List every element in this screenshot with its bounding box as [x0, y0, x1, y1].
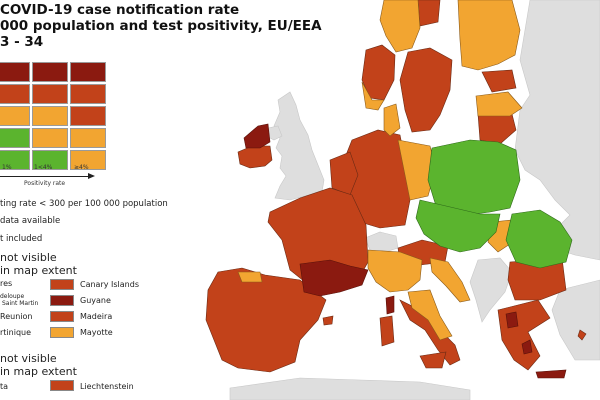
swatch-liechtenstein	[50, 380, 74, 391]
non-eu-land	[229, 0, 600, 400]
section1-heading-line2: in map extent	[0, 264, 77, 277]
legend-cell-r5c2	[32, 150, 68, 170]
region-label-martinique: rtinique	[0, 328, 32, 337]
legend-matrix	[0, 62, 106, 170]
uk	[273, 91, 325, 201]
legend-cell-r3c3	[70, 106, 106, 126]
ireland-north	[243, 123, 271, 149]
section2-heading: not visible in map extent	[0, 352, 77, 378]
sweden	[399, 47, 453, 133]
eu-orange-regions	[237, 0, 523, 341]
corsica	[385, 295, 395, 315]
russia-belarus-ukraine	[514, 0, 600, 261]
region-label-madeira: Madeira	[80, 312, 113, 321]
title-line-3: 3 - 34	[0, 34, 44, 50]
attica	[521, 339, 533, 355]
north-africa	[229, 377, 471, 400]
croatia	[429, 257, 471, 303]
czechia-slovakia-hungary	[415, 199, 501, 253]
positivity-axis-label: Positivity rate	[24, 180, 66, 187]
spain-north	[237, 271, 263, 283]
germany-east	[397, 139, 437, 201]
map-title: COVID-19 case notification rate 000 popu…	[0, 2, 322, 50]
swatch-canary-islands	[50, 279, 74, 290]
section2-heading-line2: in map extent	[0, 365, 77, 378]
eu-red-regions	[205, 0, 587, 373]
ireland-south	[237, 145, 273, 169]
switzerland	[364, 231, 399, 253]
estonia	[481, 69, 517, 93]
legend-cell-r3c1	[0, 106, 30, 126]
region-label-mayotte: Mayotte	[80, 328, 113, 337]
sicily	[419, 351, 447, 369]
note-low-testing: ting rate < 300 per 100 000 population	[0, 199, 168, 209]
balkans	[469, 257, 513, 323]
cyprus-ish	[577, 329, 587, 341]
italy-central	[407, 289, 453, 341]
crete	[535, 369, 567, 379]
legend-cell-r4c3	[70, 128, 106, 148]
turkey	[551, 279, 600, 361]
latvia	[475, 91, 523, 117]
region-label-guadeloupe: deloupe	[0, 293, 25, 300]
legend-cell-r1c2	[32, 62, 68, 82]
tick-label: 1%	[2, 164, 12, 171]
swatch-madeira	[50, 311, 74, 322]
swatch-guyane	[50, 295, 74, 306]
title-line-2: 000 population and test positivity, EU/E…	[0, 18, 322, 34]
region-label-liechtenstein: Liechtenstein	[80, 382, 134, 391]
swatch-mayotte	[50, 327, 74, 338]
region-label-azores: res	[0, 279, 13, 288]
norway-mid	[379, 0, 421, 53]
arrow-right-icon	[88, 173, 95, 179]
norway-coast	[361, 81, 385, 111]
legend-cell-r1c1	[0, 62, 30, 82]
tick-label: 1<4%	[34, 164, 53, 171]
tick-label: ≥4%	[74, 164, 89, 171]
denmark	[383, 103, 401, 137]
positivity-axis-line	[0, 176, 90, 177]
norway-north	[417, 0, 441, 27]
eu-dark-red-regions	[243, 123, 567, 379]
section2-heading-line1: not visible	[0, 352, 57, 365]
greece-thessaly	[505, 311, 519, 329]
lithuania	[477, 113, 517, 145]
section1-heading: not visible in map extent	[0, 251, 77, 277]
region-label-malta: ta	[0, 382, 9, 391]
norway-south	[361, 44, 396, 101]
region-label-saint-martin: Saint Martin	[2, 300, 39, 307]
legend-cell-r2c1	[0, 84, 30, 104]
note-no-data: data available	[0, 216, 61, 226]
legend-cell-r4c2	[32, 128, 68, 148]
benelux	[329, 151, 359, 196]
legend-cell-r1c3	[70, 62, 106, 82]
title-line-1: COVID-19 case notification rate	[0, 2, 240, 18]
eu-green-regions	[415, 139, 573, 269]
poland	[427, 139, 521, 217]
occitanie-paca	[299, 259, 369, 297]
sardinia	[379, 315, 395, 347]
section1-heading-line1: not visible	[0, 251, 57, 264]
legend-cell-r5c3	[70, 150, 106, 170]
legend-cell-r3c2	[32, 106, 68, 126]
note-not-included: t included	[0, 234, 43, 244]
region-label-reunion: Reunion	[0, 312, 33, 321]
region-label-canary-islands: Canary Islands	[80, 280, 139, 289]
finland	[457, 0, 521, 71]
greece	[497, 299, 551, 371]
legend-cell-r5c1	[0, 150, 30, 170]
balearics	[322, 315, 334, 326]
legend-cell-r2c2	[32, 84, 68, 104]
legend-cell-r4c1	[0, 128, 30, 148]
romania	[505, 209, 573, 269]
legend-cell-r2c3	[70, 84, 106, 104]
iberia	[205, 267, 327, 373]
region-label-guyane: Guyane	[80, 296, 111, 305]
italy-north	[367, 249, 423, 293]
